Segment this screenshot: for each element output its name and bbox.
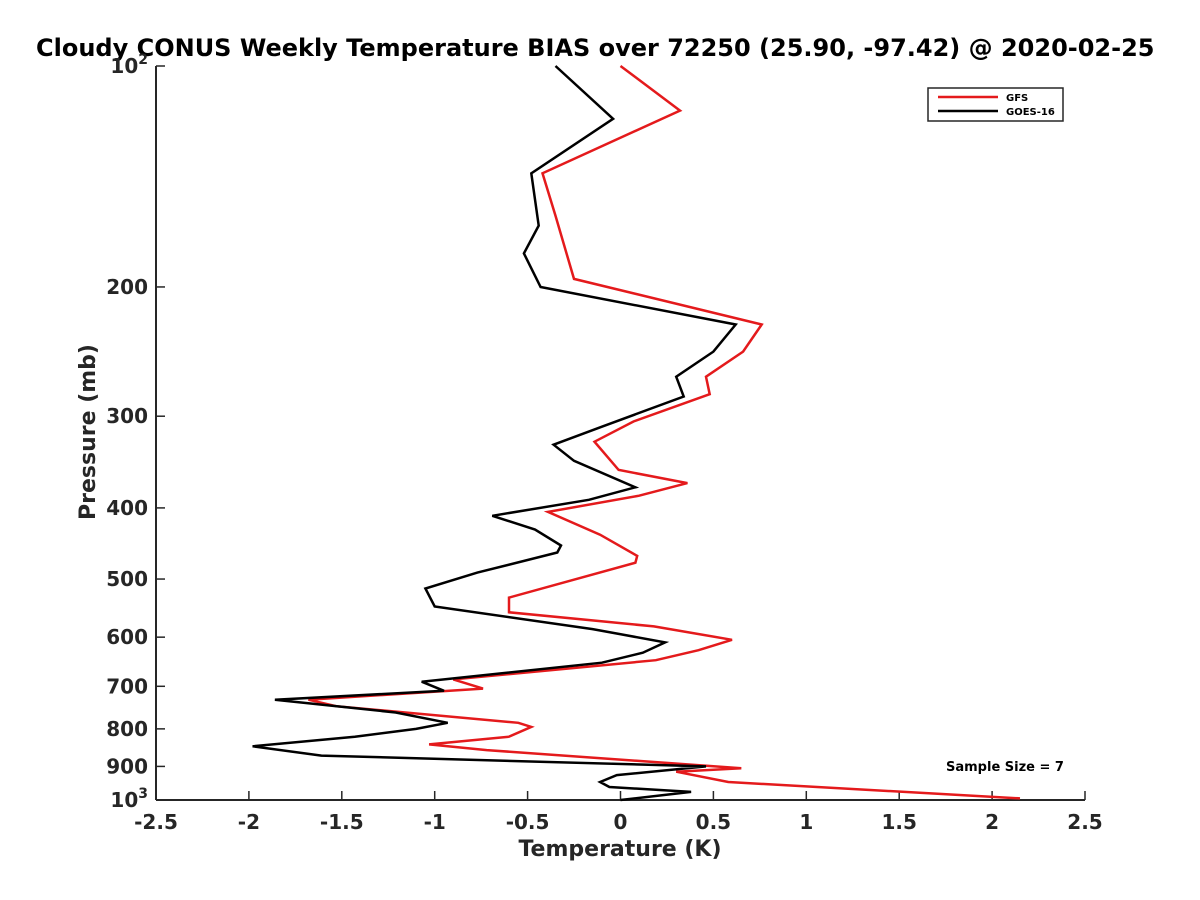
x-tick-label: -1.5	[320, 810, 364, 834]
y-axis-label: Pressure (mb)	[76, 344, 101, 520]
y-tick-label: 300	[106, 404, 148, 428]
x-tick-label: -0.5	[506, 810, 550, 834]
x-tick-label: 0	[614, 810, 628, 834]
x-tick-label: -2	[238, 810, 260, 834]
series-line-gfs	[308, 64, 1021, 800]
y-tick-label: 103	[110, 786, 148, 812]
legend-box	[927, 87, 1064, 122]
y-tick-label: 900	[106, 754, 148, 778]
legend: GFS GOES-16	[927, 87, 1064, 122]
sample-size-annotation: Sample Size = 7	[946, 760, 1064, 775]
legend-label-gfs: GFS	[1006, 93, 1028, 104]
x-tick-label: 2.5	[1067, 810, 1102, 834]
x-axis-ticks: -2.5 -2 -1.5 -1 -0.5 0 0.5 1 1.5 2 2.5	[134, 791, 1103, 834]
x-tick-label: 0.5	[696, 810, 731, 834]
y-tick-label: 500	[106, 567, 148, 591]
legend-label-goes16: GOES-16	[1006, 107, 1055, 118]
y-tick-label: 200	[106, 275, 148, 299]
x-axis-label: Temperature (K)	[518, 837, 721, 862]
y-tick-label: 800	[106, 717, 148, 741]
x-tick-label: 1.5	[881, 810, 916, 834]
x-tick-label: 2	[985, 810, 999, 834]
x-tick-label: 1	[799, 810, 813, 834]
x-tick-label: -1	[424, 810, 446, 834]
series-layer	[252, 64, 1021, 802]
chart-title: Cloudy CONUS Weekly Temperature BIAS ove…	[36, 34, 1154, 62]
series-line-goes16	[252, 65, 739, 802]
y-tick-label: 400	[106, 496, 148, 520]
y-tick-label: 102	[110, 52, 148, 78]
y-tick-label: 700	[106, 674, 148, 698]
y-axis-ticks: 102 200 300 400 500 600 700 800 900 103	[106, 52, 165, 812]
y-tick-label: 600	[106, 625, 148, 649]
x-tick-label: -2.5	[134, 810, 178, 834]
